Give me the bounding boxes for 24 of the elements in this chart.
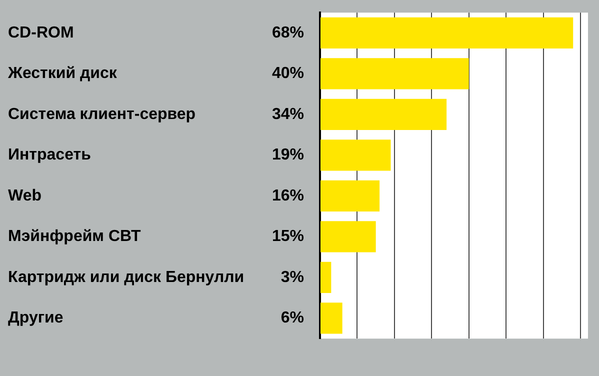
bar — [320, 140, 391, 171]
data-label: 3% — [280, 268, 304, 286]
bar — [320, 180, 380, 212]
y-tick-label: Система клиент-сервер — [8, 106, 196, 123]
y-tick-label: Интрасеть — [8, 146, 92, 164]
bar — [320, 221, 376, 252]
data-label: 6% — [280, 310, 304, 327]
bar — [320, 302, 342, 334]
data-label: 68% — [272, 24, 304, 42]
bar — [320, 98, 447, 130]
y-tick-label: Мэйнфрейм СВТ — [8, 228, 141, 246]
data-label: 34% — [272, 106, 304, 123]
data-label: 16% — [272, 187, 304, 204]
y-tick-label: Web — [8, 187, 42, 204]
y-tick-label: Картридж или диск Бернулли — [8, 268, 244, 286]
data-label: 19% — [272, 146, 304, 164]
bar — [320, 17, 574, 49]
data-label: 40% — [272, 65, 304, 82]
bar — [320, 58, 469, 90]
y-tick-label: Другие — [8, 310, 64, 327]
y-tick-label: Жесткий диск — [7, 65, 118, 82]
data-label: 15% — [272, 228, 304, 246]
y-tick-label: CD-ROM — [8, 24, 74, 42]
bar — [320, 262, 332, 294]
